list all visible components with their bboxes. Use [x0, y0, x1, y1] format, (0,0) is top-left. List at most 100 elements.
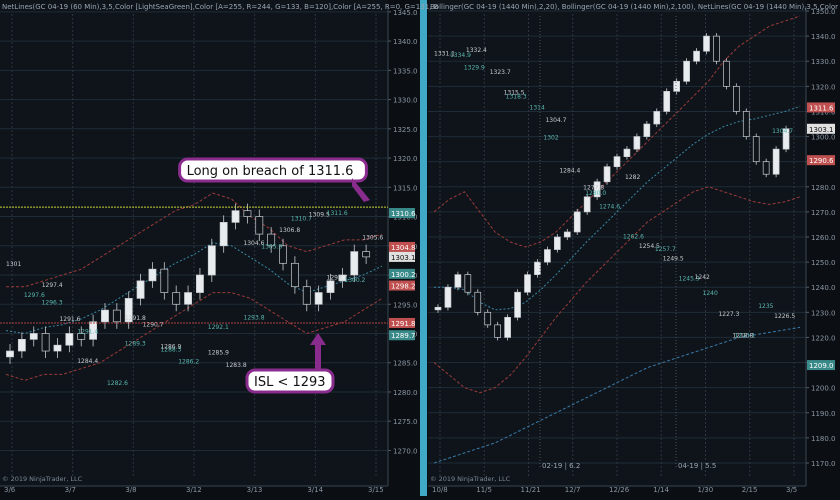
right-inline-label: 1227.3: [718, 311, 739, 318]
right-panel: 1350.0 1340.0 1330.0 1320.0 1310.0 1300.0 1290…: [428, 3, 838, 494]
right-inline-label: 1329.9: [464, 64, 485, 71]
right-inline-label: 1249.5: [663, 255, 684, 262]
callout-isl-arrow: [310, 333, 326, 370]
right-inline-label: 1218.8: [732, 332, 753, 339]
callout-long-breach: Long on breach of 1311.6: [178, 157, 370, 202]
left-price-badge: [389, 251, 415, 262]
left-upper-band: [6, 192, 383, 288]
left-price-badge-label: 1291.8: [391, 320, 416, 328]
left-mid-band: [5, 242, 383, 335]
right-inline-label: 1257.7: [655, 246, 676, 253]
right-candle: [524, 274, 531, 293]
left-inline-label: 1297.6: [24, 292, 45, 299]
right-price-badge-label: 1209.0: [809, 362, 834, 370]
left-candle: [362, 251, 371, 258]
right-x-tick-label: 1/14: [653, 486, 669, 494]
right-candle: [593, 181, 601, 198]
right-inline-label: 1331.1: [434, 50, 455, 57]
left-candle: [112, 309, 121, 323]
left-candle: [267, 233, 276, 247]
right-candle: [653, 111, 661, 125]
callout-long-breach-box: [178, 157, 368, 183]
right-inline-label: 1226.5: [774, 313, 795, 320]
left-price-badge-label: 1298.2: [391, 283, 416, 291]
left-x-tick-label: 3/15: [368, 486, 384, 494]
left-candle: [29, 333, 38, 340]
right-inline-label: 1314: [530, 104, 545, 111]
right-candle: [494, 324, 501, 338]
right-y-tick-label: 1200.0: [811, 385, 836, 393]
left-candle: [231, 210, 240, 223]
left-candle: [326, 280, 335, 293]
left-y-tick-label: 1335.0: [393, 67, 418, 75]
left-x-tick-label: 3/14: [307, 486, 323, 494]
left-copyright: © 2019 NinjaTrader, LLC: [2, 475, 83, 483]
right-candle: [474, 291, 482, 313]
right-candle: [514, 291, 521, 318]
left-y-tick-label: 1345.0: [393, 9, 418, 17]
left-price-badge-label: 1289.7: [391, 332, 416, 340]
right-inline-label: 1282: [625, 174, 640, 181]
right-copyright: © 2019 NinjaTrader, LLC: [430, 475, 511, 483]
left-candle: [184, 292, 192, 305]
right-candle: [534, 261, 541, 276]
right-candle: [752, 136, 760, 163]
left-candle: [17, 338, 26, 352]
right-candle: [484, 311, 492, 326]
left-inline-label: 1305.9: [261, 244, 282, 251]
right-inline-label: 1323.7: [490, 69, 511, 76]
right-candle: [434, 306, 442, 311]
right-y-tick-label: 1190.0: [811, 410, 836, 418]
right-inline-label: 1315.5: [504, 90, 525, 97]
right-lower-band: [433, 186, 801, 394]
right-candle: [544, 249, 551, 263]
right-inline-label: 1304.7: [545, 117, 566, 124]
right-inline-label: 1334.9: [450, 52, 471, 59]
right-y-tick-label: 1330.0: [811, 58, 836, 66]
left-x-tick-label: 3/12: [186, 486, 202, 494]
left-candle: [196, 274, 204, 293]
left-inline-label: 1291.4: [77, 328, 98, 335]
left-x-tick-label: 3/13: [247, 486, 263, 494]
left-price-badge: [389, 280, 415, 291]
right-y-tick-label: 1250.0: [811, 259, 836, 267]
right-x-tick-label: 11/5: [476, 486, 492, 494]
left-y-tick-label: 1280.0: [393, 389, 418, 397]
left-candle: [77, 333, 86, 340]
left-y-tick-label: 1275.0: [393, 418, 418, 426]
right-inline-label: 1302: [543, 135, 558, 142]
right-candle: [683, 60, 690, 82]
left-inline-label: 1290.7: [143, 321, 164, 328]
right-price-badge: [807, 155, 835, 166]
right-candle: [663, 91, 671, 112]
left-candle: [89, 321, 98, 340]
left-inline-label: 1310.7: [291, 215, 312, 222]
left-x-tick-label: 3/6: [4, 486, 16, 494]
left-inline-label: 1291.8: [125, 315, 146, 322]
right-candle: [464, 274, 472, 293]
left-price-badge-label: 1300.2: [391, 271, 416, 279]
right-y-tick-label: 1320.0: [811, 83, 836, 91]
left-inline-label: 1283.8: [226, 362, 247, 369]
right-inline-label: 1318.3: [506, 94, 527, 101]
left-price-badge-label: 1304.8: [391, 244, 416, 252]
right-y-tick-label: 1310.0: [811, 108, 836, 116]
left-inline-label: 1288.3: [160, 346, 181, 353]
left-inline-label: 1286.2: [178, 359, 199, 366]
left-inline-label: 1311.6: [327, 210, 348, 217]
left-y-tick-label: 1340.0: [393, 38, 418, 46]
right-candle: [693, 50, 700, 62]
left-price-badge-label: 1303.1: [391, 254, 416, 262]
left-candle: [243, 210, 252, 217]
right-candle: [454, 274, 462, 288]
left-price-badge: [389, 208, 415, 219]
right-candle: [762, 161, 770, 175]
left-inline-label: 1301: [6, 261, 21, 268]
callout-isl-text: ISL < 1293: [254, 375, 326, 390]
right-candle: [703, 35, 710, 52]
right-price-badge-label: 1311.6: [809, 104, 834, 112]
right-candle: [643, 123, 651, 137]
left-price-badge: [389, 241, 415, 252]
left-header: NetLines(GC 04-19 (60 Min),3,5,Color [Li…: [2, 3, 439, 11]
